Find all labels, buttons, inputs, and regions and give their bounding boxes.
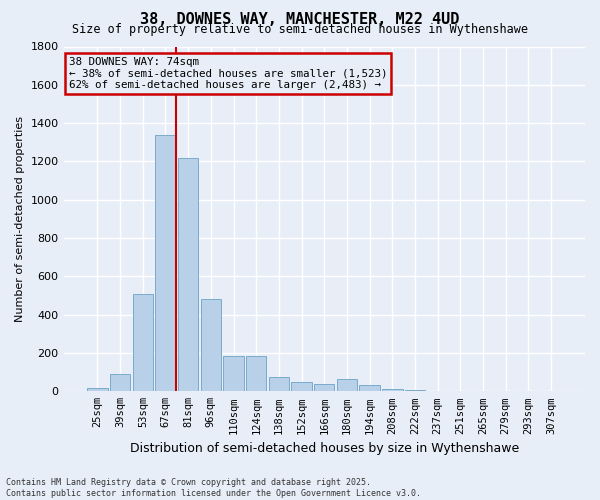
Text: 38, DOWNES WAY, MANCHESTER, M22 4UD: 38, DOWNES WAY, MANCHESTER, M22 4UD (140, 12, 460, 28)
Bar (87, 388, 107, 392)
Bar (133, 294, 153, 392)
Bar (155, 134, 176, 392)
Bar (382, 390, 403, 392)
Bar (427, 390, 448, 392)
X-axis label: Distribution of semi-detached houses by size in Wythenshawe: Distribution of semi-detached houses by … (130, 442, 519, 455)
Text: Size of property relative to semi-detached houses in Wythenshawe: Size of property relative to semi-detach… (72, 22, 528, 36)
Text: Contains HM Land Registry data © Crown copyright and database right 2025.
Contai: Contains HM Land Registry data © Crown c… (6, 478, 421, 498)
Bar (292, 382, 312, 392)
Bar (223, 356, 244, 392)
Bar (269, 377, 289, 392)
Bar (405, 390, 425, 392)
Bar (337, 379, 357, 392)
Bar (110, 374, 130, 392)
Bar (246, 356, 266, 392)
Bar (200, 300, 221, 392)
Text: 38 DOWNES WAY: 74sqm
← 38% of semi-detached houses are smaller (1,523)
62% of se: 38 DOWNES WAY: 74sqm ← 38% of semi-detac… (69, 57, 387, 90)
Y-axis label: Number of semi-detached properties: Number of semi-detached properties (15, 116, 25, 322)
Bar (359, 384, 380, 392)
Bar (178, 158, 199, 392)
Bar (314, 384, 334, 392)
